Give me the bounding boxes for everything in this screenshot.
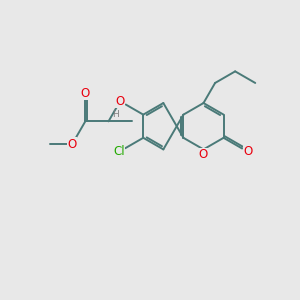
Text: Cl: Cl bbox=[113, 146, 124, 158]
Text: O: O bbox=[80, 87, 89, 100]
Text: O: O bbox=[243, 145, 252, 158]
Text: O: O bbox=[199, 148, 208, 161]
Text: O: O bbox=[116, 95, 125, 108]
Text: H: H bbox=[112, 110, 118, 119]
Text: O: O bbox=[67, 138, 76, 151]
